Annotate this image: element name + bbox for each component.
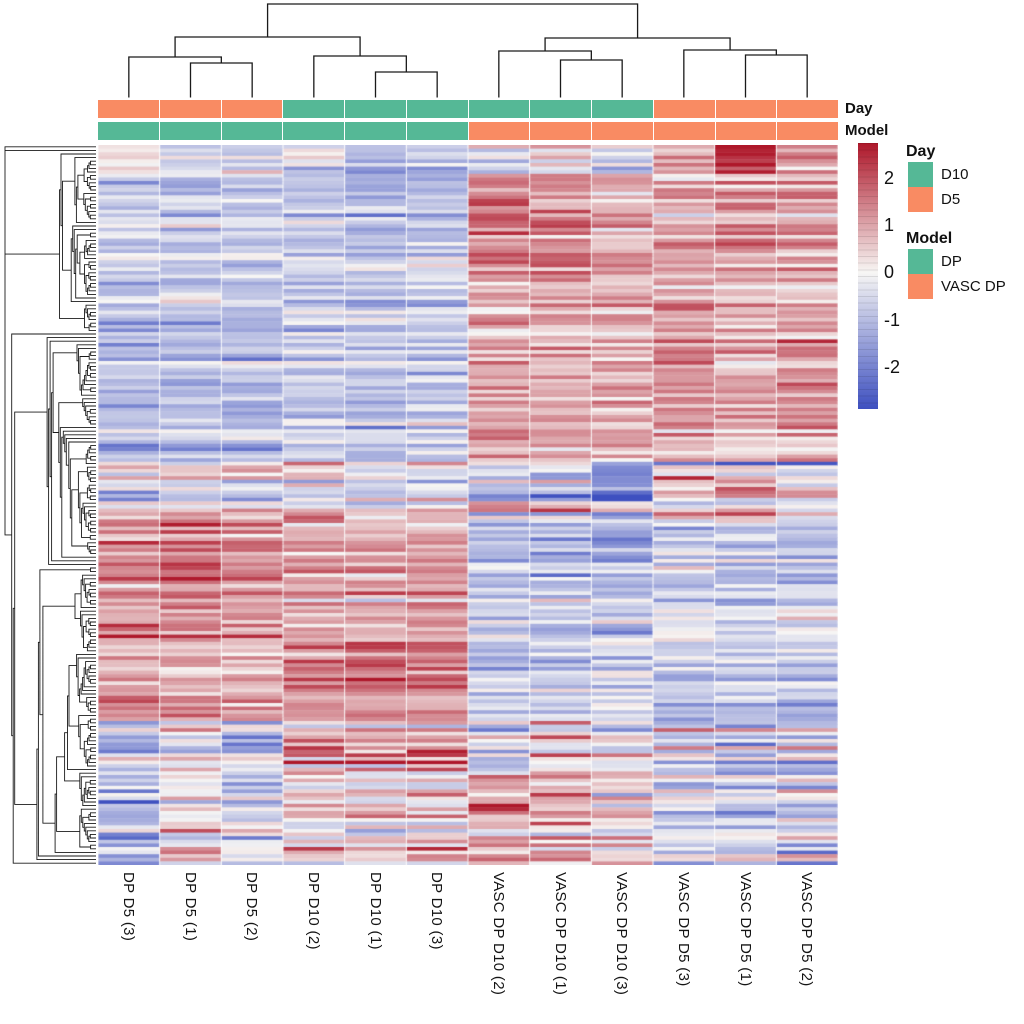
legend-item: VASC DP	[908, 274, 1006, 299]
legend-label: D10	[941, 166, 969, 183]
day-annotation-title: Day	[845, 100, 873, 117]
day-annotation-segment	[406, 100, 468, 118]
column-label: DP D10 (3)	[428, 872, 446, 950]
model-annotation-segment	[530, 121, 591, 140]
day-annotation-segment	[468, 100, 530, 118]
legend-swatch	[908, 249, 933, 274]
colorbar-tick-label: -1	[884, 309, 901, 330]
column-label: VASC DP D5 (3)	[674, 872, 692, 987]
column-dendrogram	[128, 3, 808, 98]
column-label: DP D10 (2)	[304, 872, 322, 950]
legend-label: D5	[941, 191, 961, 208]
model-annotation-segment	[159, 121, 221, 140]
legend-swatch	[908, 274, 933, 299]
column-label: DP D5 (1)	[181, 872, 199, 942]
model-annotation-segment	[715, 121, 777, 140]
model-annotation-segment	[283, 121, 344, 140]
column-label: VASC DP D10 (2)	[489, 872, 507, 996]
row-dendrogram-branches	[4, 146, 96, 864]
column-label: DP D5 (2)	[243, 872, 261, 942]
colorbar-tick-label: 2	[884, 168, 895, 189]
column-label: DP D10 (1)	[366, 872, 384, 950]
colorbar-segments	[858, 143, 878, 409]
day-annotation-segment	[221, 100, 283, 118]
model-annotation-segment	[221, 121, 283, 140]
colorbar	[858, 143, 878, 409]
column-label: VASC DP D5 (2)	[798, 872, 816, 987]
colorbar-tick-label: 0	[884, 262, 895, 283]
day-annotation-segment	[653, 100, 715, 118]
day-annotation-segment	[283, 100, 344, 118]
legend-label: VASC DP	[941, 278, 1006, 295]
row-dendrogram	[4, 146, 96, 864]
model-annotation-segment	[653, 121, 715, 140]
day-annotation-segment	[98, 100, 159, 118]
model-annotation-segment	[468, 121, 530, 140]
model-annotation-segment	[406, 121, 468, 140]
legend-label: DP	[941, 253, 962, 270]
heatmap-matrix	[98, 145, 838, 865]
model-annotation-title: Model	[845, 121, 889, 139]
legend-item: DP	[908, 249, 962, 274]
column-dendrogram-branches	[128, 3, 808, 98]
legend-swatch	[908, 162, 933, 187]
day-annotation-bar	[98, 100, 838, 118]
legend-swatch	[908, 187, 933, 212]
day-annotation-segment	[777, 100, 838, 118]
model-annotation-segment	[345, 121, 406, 140]
column-label: DP D5 (3)	[119, 872, 137, 942]
legend-day-title: Day	[906, 143, 936, 160]
colorbar-tick-label: -2	[884, 356, 901, 377]
model-annotation-segment	[98, 121, 159, 140]
model-annotation-bar	[98, 121, 838, 140]
column-label: VASC DP D5 (1)	[736, 872, 754, 987]
column-label: VASC DP D10 (1)	[551, 872, 569, 996]
day-annotation-segment	[159, 100, 221, 118]
column-label: VASC DP D10 (3)	[613, 872, 631, 996]
legend-item: D10	[908, 162, 969, 187]
day-annotation-segment	[592, 100, 653, 118]
day-annotation-segment	[715, 100, 777, 118]
model-annotation-segment	[592, 121, 653, 140]
day-annotation-segment	[345, 100, 406, 118]
day-annotation-segment	[530, 100, 591, 118]
model-annotation-segment	[777, 121, 838, 140]
legend-model-title: Model	[906, 230, 953, 247]
legend-item: D5	[908, 187, 960, 212]
colorbar-tick-label: 1	[884, 215, 895, 236]
